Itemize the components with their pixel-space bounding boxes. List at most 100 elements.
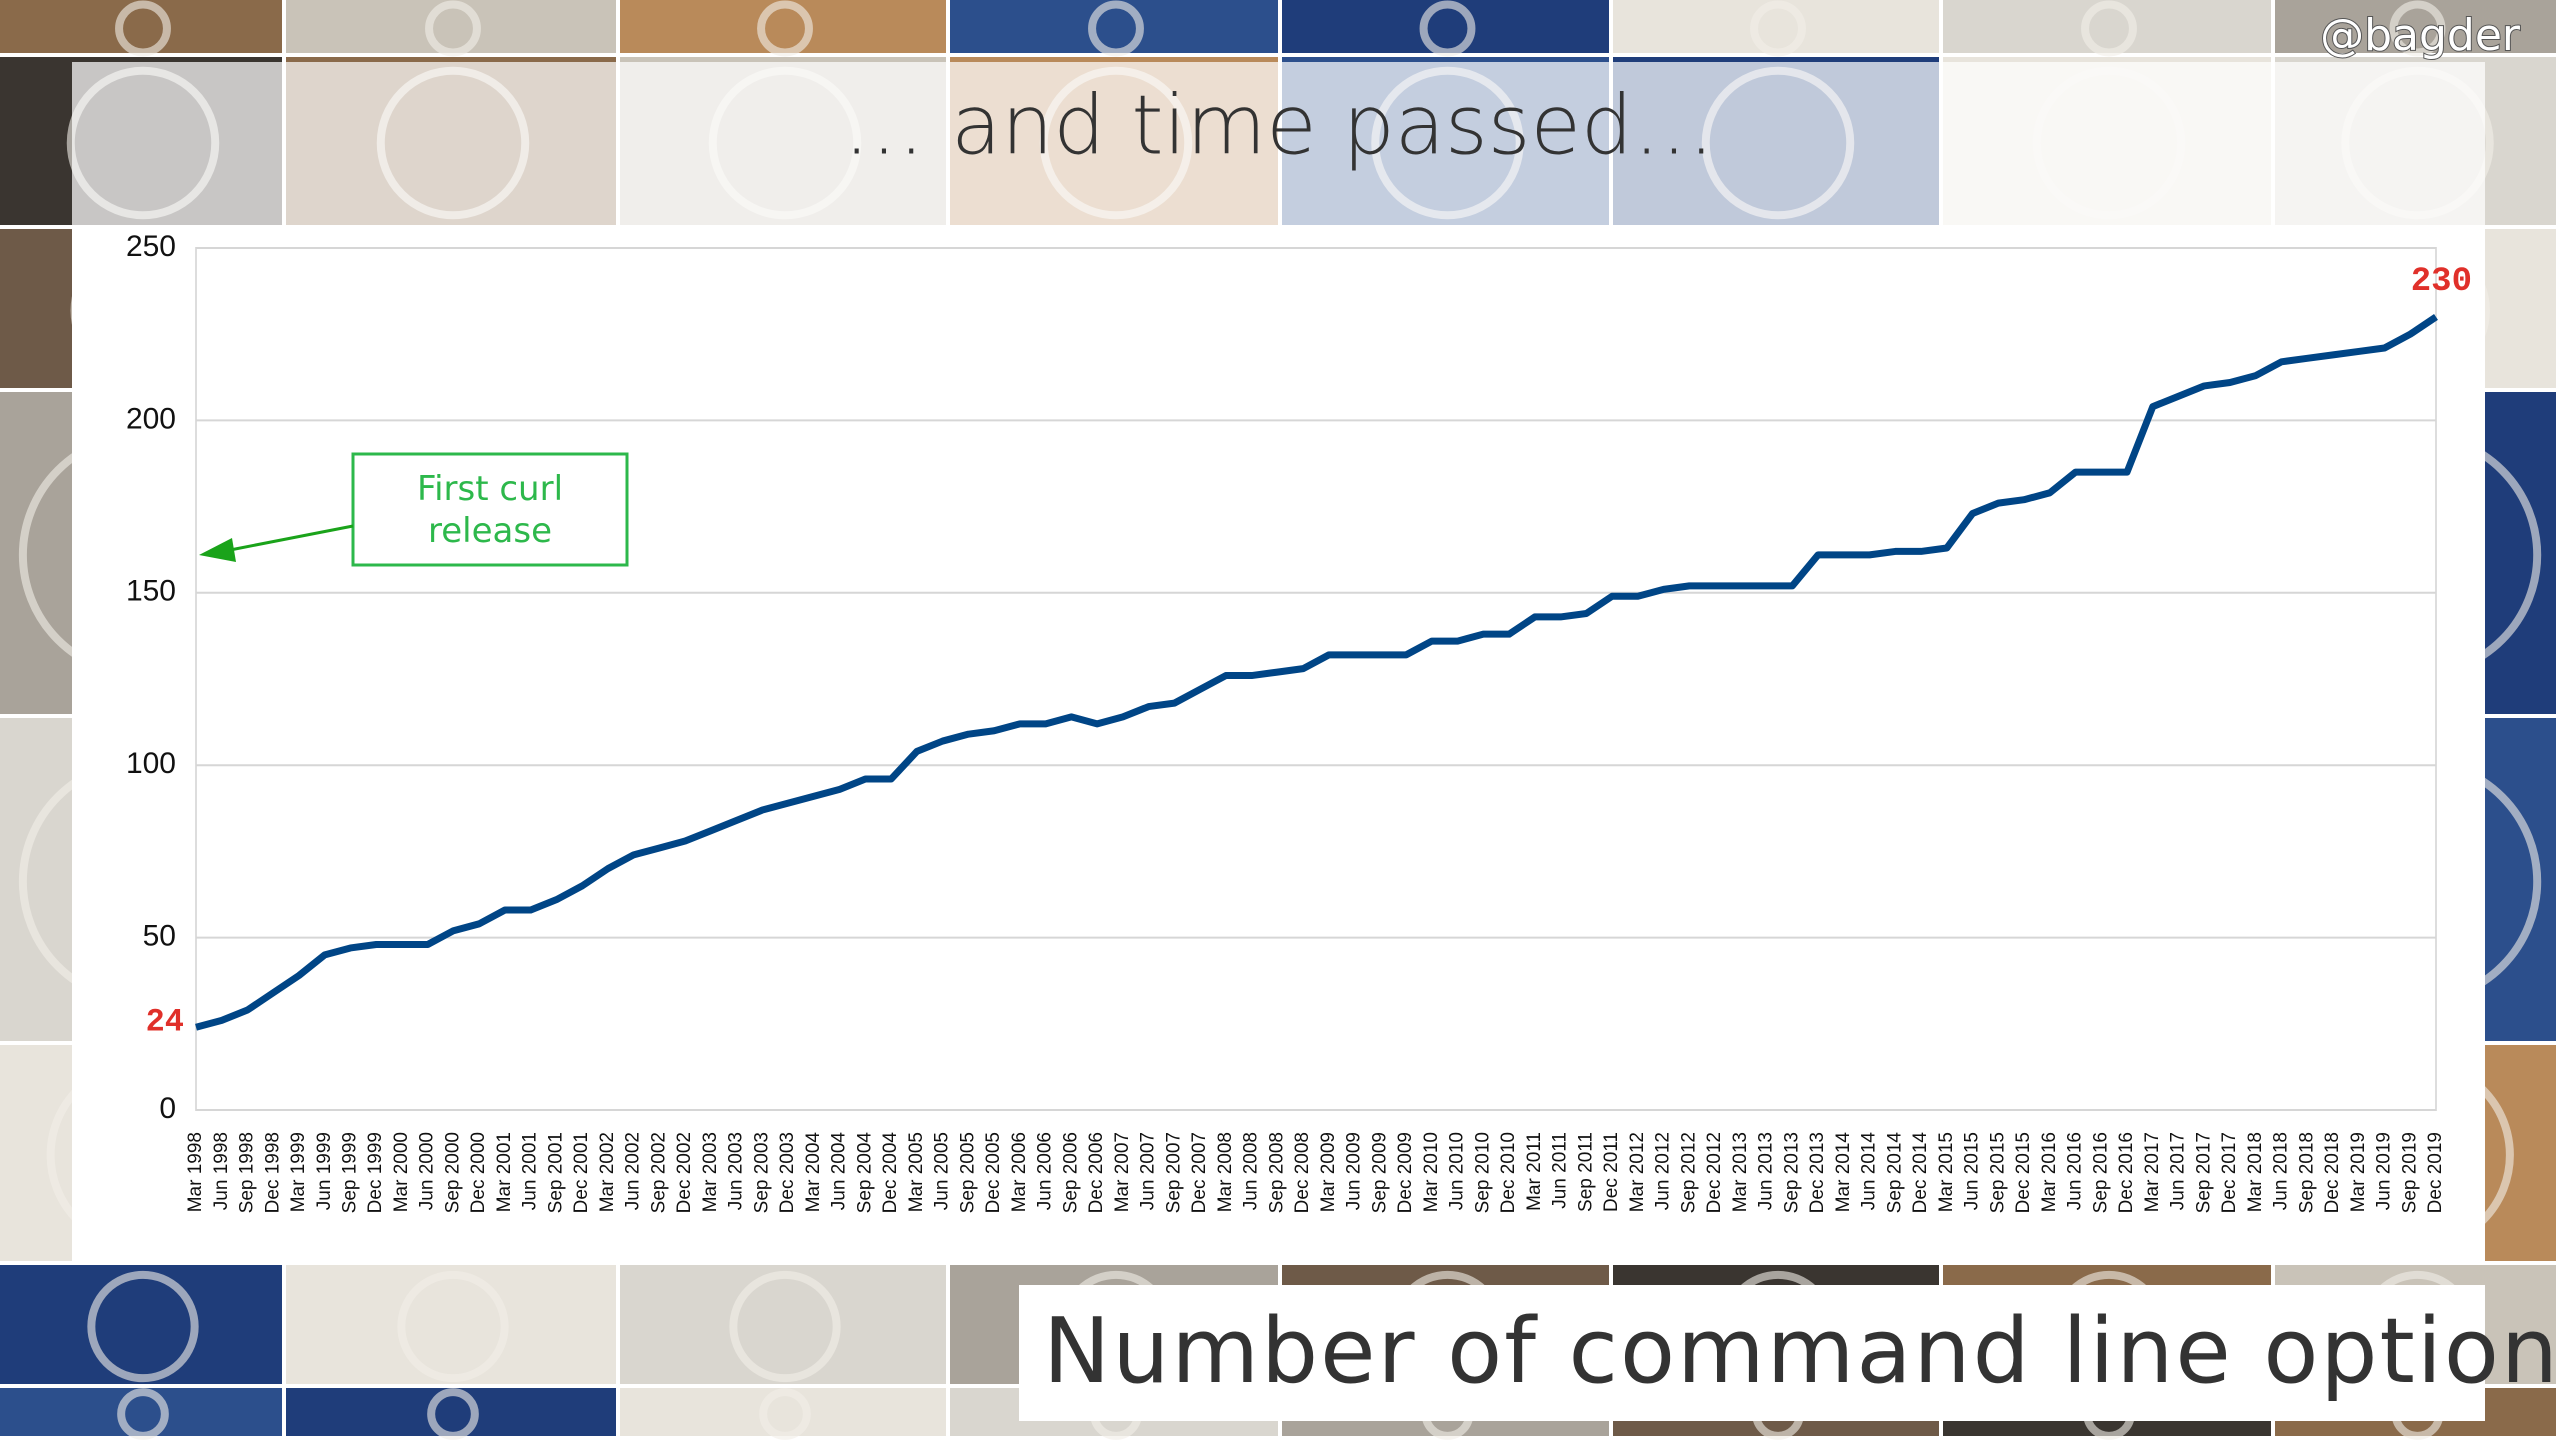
x-tick-label: Sep 2016 [2090, 1132, 2111, 1213]
x-tick-label: Dec 2018 [2322, 1132, 2343, 1213]
x-tick-label: Jun 2010 [1447, 1132, 1468, 1210]
photo-tile [950, 0, 1278, 53]
data-label: 230 [2411, 263, 2472, 301]
x-tick-label: Mar 2003 [700, 1132, 721, 1212]
x-tick-label: Jun 2015 [1962, 1132, 1983, 1210]
x-tick-label: Sep 2013 [1781, 1132, 1802, 1213]
x-tick-label: Jun 2013 [1756, 1132, 1777, 1210]
x-tick-label: Jun 2000 [417, 1132, 438, 1210]
caption: Number of command line options [1043, 1299, 2560, 1404]
x-tick-label: Mar 2014 [1833, 1132, 1854, 1213]
x-tick-label: Mar 1998 [185, 1132, 206, 1212]
x-tick-label: Dec 2017 [2219, 1132, 2240, 1213]
x-tick-label: Mar 2019 [2348, 1132, 2369, 1212]
clock-face [2081, 0, 2137, 57]
x-tick-label: Sep 2007 [1163, 1132, 1184, 1213]
x-tick-label: Mar 1999 [288, 1132, 309, 1212]
x-tick-label: Sep 1999 [339, 1132, 360, 1213]
x-tick-label: Sep 2017 [2193, 1132, 2214, 1213]
x-tick-label: Dec 1998 [262, 1132, 283, 1213]
x-tick-label: Mar 2011 [1524, 1132, 1545, 1211]
y-tick-label: 150 [126, 575, 176, 608]
x-tick-label: Sep 2008 [1266, 1132, 1287, 1213]
x-tick-label: Sep 2019 [2399, 1132, 2420, 1213]
y-tick-label: 250 [126, 230, 176, 263]
x-tick-label: Dec 2001 [571, 1132, 592, 1213]
x-tick-label: Mar 2016 [2039, 1132, 2060, 1212]
clock-face [759, 1388, 811, 1440]
x-tick-label: Sep 2002 [648, 1132, 669, 1213]
x-tick-label: Sep 2005 [957, 1132, 978, 1213]
x-tick-label: Dec 2016 [2116, 1132, 2137, 1213]
x-tick-label: Jun 2012 [1653, 1132, 1674, 1210]
x-tick-label: Mar 2009 [1318, 1132, 1339, 1212]
x-tick-label: Jun 2003 [726, 1132, 747, 1210]
chart-panel [72, 229, 2485, 1261]
clock-face [397, 1270, 509, 1383]
x-tick-label: Dec 2015 [2013, 1132, 2034, 1213]
clock-face [425, 0, 481, 57]
x-tick-label: Dec 2012 [1704, 1132, 1725, 1213]
x-tick-label: Dec 2003 [777, 1132, 798, 1213]
x-tick-label: Jun 2018 [2271, 1132, 2292, 1210]
clock-face [117, 1388, 169, 1440]
x-tick-label: Dec 2014 [1910, 1132, 1931, 1214]
x-tick-label: Jun 2016 [2065, 1132, 2086, 1210]
x-tick-label: Sep 2004 [854, 1132, 875, 1214]
x-tick-label: Jun 2005 [932, 1132, 953, 1210]
clock-face [115, 0, 171, 57]
x-tick-label: Mar 2008 [1215, 1132, 1236, 1212]
clock-face [1419, 0, 1476, 57]
x-tick-label: Dec 2013 [1807, 1132, 1828, 1213]
clock-face [729, 1270, 841, 1383]
arrow-head [199, 538, 236, 562]
data-line [195, 314, 2438, 1031]
annotation: First curl release [417, 469, 563, 551]
clock-face [87, 1270, 199, 1383]
photo-tile [620, 1265, 946, 1384]
x-tick-label: Dec 2002 [674, 1132, 695, 1213]
annotation-arrow [224, 524, 354, 553]
caption-box [1019, 1285, 2485, 1421]
x-tick-label: Dec 2008 [1292, 1132, 1313, 1213]
x-tick-label: Mar 2012 [1627, 1132, 1648, 1212]
x-tick-label: Mar 2015 [1936, 1132, 1957, 1212]
photo-tile [1282, 0, 1609, 53]
x-tick-label: Jun 1999 [314, 1132, 335, 1210]
x-tick-label: Dec 2011 [1601, 1132, 1622, 1212]
x-tick-label: Mar 2007 [1112, 1132, 1133, 1212]
x-tick-label: Sep 2009 [1369, 1132, 1390, 1213]
x-tick-label: Sep 2010 [1472, 1132, 1493, 1213]
photo-tile [286, 1265, 616, 1384]
x-tick-label: Sep 2014 [1884, 1132, 1905, 1214]
x-tick-label: Sep 2001 [545, 1132, 566, 1213]
x-tick-label: Jun 2009 [1344, 1132, 1365, 1210]
x-tick-label: Jun 2019 [2374, 1132, 2395, 1210]
y-tick-label: 0 [159, 1092, 176, 1125]
x-tick-label: Jun 2001 [520, 1132, 541, 1210]
photo-tile [1613, 0, 1939, 53]
y-tick-label: 50 [143, 920, 176, 953]
x-tick-label: Mar 2004 [803, 1132, 824, 1213]
slide-title: … and time passed… [843, 79, 1715, 174]
photo-tile [2275, 0, 2556, 53]
x-tick-label: Dec 2010 [1498, 1132, 1519, 1213]
x-tick-label: Dec 2006 [1086, 1132, 1107, 1213]
photo-tile [286, 0, 616, 53]
x-tick-label: Mar 2000 [391, 1132, 412, 1212]
data-label: 24 [146, 1004, 184, 1041]
x-tick-label: Jun 1998 [211, 1132, 232, 1210]
x-tick-label: Dec 2009 [1395, 1132, 1416, 1213]
x-tick-label: Jun 2004 [829, 1132, 850, 1211]
x-tick-label: Jun 2008 [1241, 1132, 1262, 1210]
x-tick-label: Sep 2000 [442, 1132, 463, 1213]
x-tick-label: Sep 2012 [1678, 1132, 1699, 1213]
clock-face [2389, 0, 2446, 57]
x-tick-label: Dec 2007 [1189, 1132, 1210, 1213]
x-tick-label: Dec 2004 [880, 1132, 901, 1214]
photo-tile [0, 0, 282, 53]
x-tick-label: Sep 1998 [237, 1132, 258, 1213]
